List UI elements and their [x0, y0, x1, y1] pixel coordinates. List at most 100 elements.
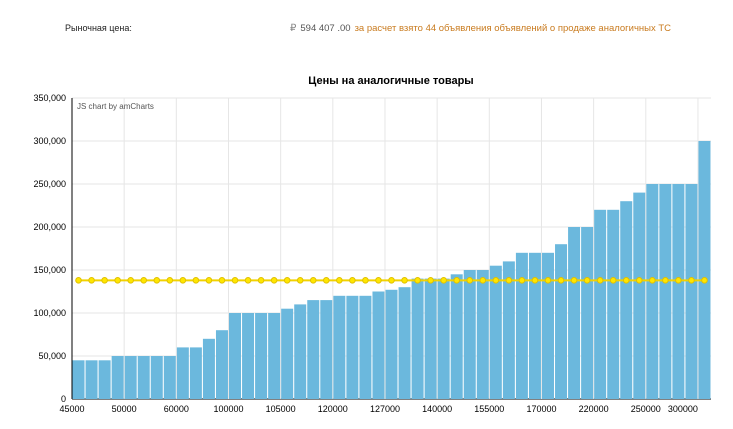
bar[interactable] — [515, 252, 528, 399]
average-point[interactable] — [283, 277, 291, 284]
bar[interactable] — [541, 252, 554, 399]
average-point[interactable] — [75, 277, 82, 284]
average-point[interactable] — [675, 277, 682, 284]
bar[interactable] — [333, 295, 346, 399]
average-point[interactable] — [557, 277, 565, 284]
average-point[interactable] — [622, 277, 630, 284]
bar[interactable] — [672, 184, 685, 399]
average-point[interactable] — [401, 277, 408, 284]
bar[interactable] — [411, 278, 424, 399]
bar[interactable] — [229, 313, 242, 399]
average-point[interactable] — [583, 277, 591, 284]
market-price-note[interactable]: за расчет взято 44 объявления объявлений… — [354, 23, 672, 34]
bar[interactable] — [202, 338, 215, 399]
bar[interactable] — [620, 201, 633, 399]
average-point[interactable] — [192, 277, 200, 284]
bar[interactable] — [555, 244, 568, 399]
average-point[interactable] — [244, 277, 252, 284]
bar[interactable] — [137, 356, 150, 399]
bar[interactable] — [594, 209, 607, 399]
bar[interactable] — [255, 313, 268, 399]
bar[interactable] — [320, 300, 333, 399]
average-point[interactable] — [336, 277, 343, 284]
bar[interactable] — [346, 295, 359, 399]
bar[interactable] — [268, 313, 281, 399]
average-point[interactable] — [479, 277, 487, 284]
bar[interactable] — [150, 356, 163, 399]
average-point[interactable] — [662, 277, 669, 284]
average-point[interactable] — [570, 277, 578, 284]
bar[interactable] — [281, 308, 294, 399]
bar[interactable] — [307, 300, 320, 399]
average-point[interactable] — [349, 277, 356, 284]
bar[interactable] — [450, 274, 463, 399]
bar[interactable] — [463, 270, 476, 399]
average-point[interactable] — [153, 277, 161, 284]
average-point[interactable] — [440, 277, 447, 284]
bar[interactable] — [581, 227, 594, 399]
bar[interactable] — [294, 304, 307, 399]
bar[interactable] — [359, 295, 372, 399]
average-point[interactable] — [453, 277, 461, 284]
bar[interactable] — [607, 209, 620, 399]
bar[interactable] — [659, 184, 672, 399]
average-point[interactable] — [518, 277, 526, 284]
average-point[interactable] — [596, 277, 604, 284]
amcharts-credit[interactable]: JS chart by amCharts — [77, 102, 154, 111]
average-point[interactable] — [362, 277, 369, 284]
bar[interactable] — [437, 278, 450, 399]
average-point[interactable] — [140, 277, 148, 284]
average-point[interactable] — [375, 277, 382, 284]
average-point[interactable] — [270, 277, 278, 284]
average-point[interactable] — [179, 277, 187, 284]
average-point[interactable] — [101, 277, 108, 284]
average-point[interactable] — [257, 277, 265, 284]
bar[interactable] — [242, 313, 255, 399]
average-point[interactable] — [205, 277, 213, 284]
bar[interactable] — [489, 265, 502, 399]
bar[interactable] — [398, 287, 411, 399]
average-point[interactable] — [688, 277, 695, 284]
bar[interactable] — [476, 270, 489, 399]
bar[interactable] — [215, 330, 228, 399]
bar[interactable] — [646, 184, 659, 399]
average-point[interactable] — [531, 277, 539, 284]
bar[interactable] — [698, 141, 711, 399]
bar[interactable] — [424, 278, 437, 399]
average-point[interactable] — [218, 277, 226, 284]
average-point[interactable] — [649, 277, 656, 284]
bar[interactable] — [72, 360, 85, 399]
bar[interactable] — [528, 252, 541, 399]
bar[interactable] — [385, 289, 398, 399]
bar[interactable] — [98, 360, 111, 399]
average-point[interactable] — [114, 277, 121, 284]
bar[interactable] — [85, 360, 98, 399]
average-point[interactable] — [231, 277, 239, 284]
average-point[interactable] — [388, 277, 395, 284]
average-point[interactable] — [492, 277, 500, 284]
average-point[interactable] — [322, 277, 330, 284]
average-point[interactable] — [309, 277, 317, 284]
bar[interactable] — [111, 356, 124, 399]
bar[interactable] — [372, 291, 385, 400]
average-point[interactable] — [296, 277, 304, 284]
average-point[interactable] — [609, 277, 617, 284]
bar[interactable] — [568, 227, 581, 399]
bar[interactable] — [633, 192, 646, 399]
average-point[interactable] — [505, 277, 513, 284]
average-point[interactable] — [635, 277, 643, 284]
average-point[interactable] — [701, 277, 708, 284]
bar[interactable] — [502, 261, 515, 399]
average-point[interactable] — [127, 277, 134, 284]
average-point[interactable] — [466, 277, 474, 284]
bar[interactable] — [176, 347, 189, 399]
bar[interactable] — [685, 184, 698, 399]
average-point[interactable] — [427, 277, 434, 284]
bar[interactable] — [124, 356, 137, 399]
bar[interactable] — [189, 347, 202, 399]
bar[interactable] — [163, 356, 176, 399]
average-point[interactable] — [88, 277, 95, 284]
average-point[interactable] — [414, 277, 421, 284]
average-point[interactable] — [166, 277, 174, 284]
average-point[interactable] — [544, 277, 552, 284]
